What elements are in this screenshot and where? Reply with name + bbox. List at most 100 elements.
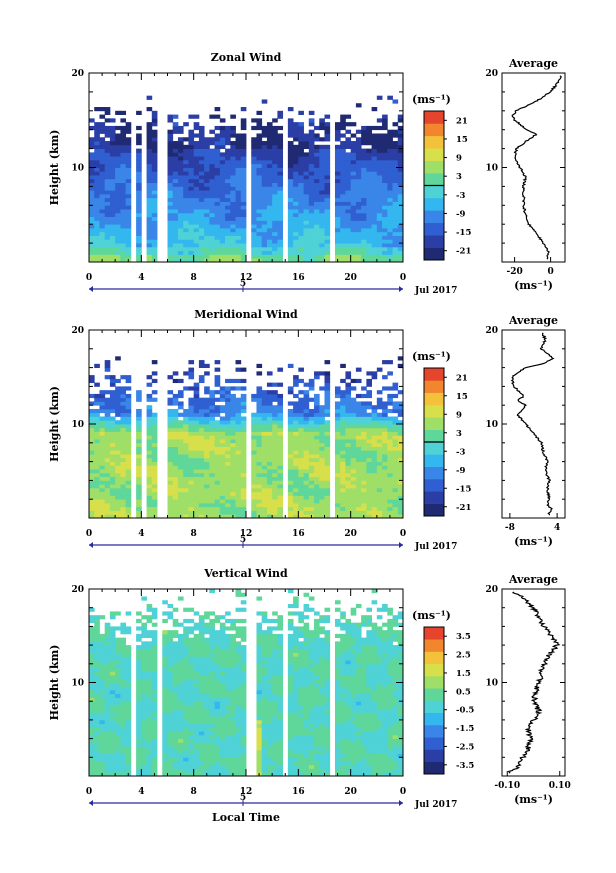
colorbar-swatch — [424, 688, 444, 701]
colorbar-tick-label: -21 — [456, 503, 471, 513]
y-tick-label: 20 — [71, 326, 84, 336]
average-x-tick: 0 — [547, 267, 553, 277]
colorbar-tick-label: -3 — [456, 447, 466, 457]
x-tick-label: 20 — [344, 273, 357, 283]
colorbar-swatch — [424, 491, 444, 504]
heatmap-cells — [89, 356, 403, 518]
colorbar-tick-label: 3 — [456, 172, 462, 182]
y-axis-label: Height (km) — [48, 386, 61, 462]
main-axes-2: Vertical Wind Height (km) 10 20 0 4 8 12 16 20 0 5 J… — [48, 567, 457, 824]
y-tick-label: 10 — [71, 420, 84, 430]
colorbar-tick-label: -15 — [456, 228, 471, 238]
colorbar-swatch — [424, 111, 444, 124]
chart-title: Meridional Wind — [194, 308, 298, 321]
average-unit: (ms⁻¹) — [514, 279, 553, 292]
average-unit: (ms⁻¹) — [514, 793, 553, 806]
main-axes-0: Zonal Wind Height (km) 10 20 0 4 8 12 16 20 0 5 Jul … — [48, 51, 457, 296]
x-tick-label: 16 — [292, 273, 305, 283]
colorbar-swatch — [424, 651, 444, 665]
colorbar-tick-label: -9 — [456, 466, 466, 476]
colorbar-swatch — [424, 235, 444, 248]
colorbar-swatch — [424, 173, 444, 186]
average-y-tick: 10 — [485, 164, 498, 174]
colorbar-swatch — [424, 405, 444, 418]
x-tick-label: 12 — [240, 787, 253, 797]
colorbar-swatch — [424, 737, 444, 750]
average-unit: (ms⁻¹) — [514, 535, 553, 548]
colorbar-tick-label: -0.5 — [456, 706, 474, 716]
main-axes-1: Meridional Wind Height (km) 10 20 0 4 8 12 16 20 0… — [48, 308, 457, 552]
average-x-tick: -8 — [505, 523, 515, 533]
average-y-tick: 20 — [485, 326, 498, 336]
x-tick-label: 0 — [86, 787, 92, 797]
colorbar-1: (ms⁻¹) 21 15 9 3 -3 -9 -15 -21 — [412, 350, 471, 517]
x-tick-label: 16 — [292, 787, 305, 797]
colorbar-swatch — [424, 676, 444, 689]
average-x-tick: -20 — [506, 267, 522, 277]
x-tick-label: 20 — [344, 787, 357, 797]
colorbar-swatch — [424, 639, 444, 652]
colorbar-tick-label: 21 — [456, 373, 468, 383]
heatmap-cells — [89, 95, 403, 262]
average-title: Average — [508, 314, 558, 327]
average-y-tick: 20 — [485, 69, 498, 79]
day-marker-label: 5 — [240, 535, 246, 545]
x-tick-label: 4 — [138, 787, 144, 797]
colorbar-swatch — [424, 247, 444, 261]
colorbar-swatch — [424, 466, 444, 480]
x-axis-label: Local Time — [212, 811, 280, 824]
colorbar-tick-label: 21 — [456, 116, 468, 126]
date-label: Jul 2017 — [414, 286, 457, 296]
colorbar-unit: (ms⁻¹) — [412, 93, 451, 106]
colorbar-swatch — [424, 479, 444, 492]
average-panel-0: Average 10 20 -20 0 (ms⁻¹) — [485, 57, 566, 292]
colorbar-swatch — [424, 210, 444, 224]
x-tick-label: 8 — [191, 273, 197, 283]
colorbar-2: (ms⁻¹) 3.5 2.5 1.5 0.5 -0.5 -1.5 -2.5 -3.5 — [412, 609, 474, 775]
colorbar-swatch — [424, 429, 444, 443]
colorbar-unit: (ms⁻¹) — [412, 350, 451, 363]
colorbar-tick-label: -9 — [456, 209, 466, 219]
colorbar-swatch — [424, 368, 444, 381]
colorbar-0: (ms⁻¹) 21 15 9 3 -3 -9 -15 -21 — [412, 93, 471, 261]
y-tick-label: 20 — [71, 585, 84, 595]
x-tick-label: 20 — [344, 529, 357, 539]
y-axis-label: Height (km) — [48, 130, 61, 206]
colorbar-tick-label: 2.5 — [456, 651, 471, 661]
colorbar-tick-label: -2.5 — [456, 742, 474, 752]
colorbar-swatch — [424, 627, 444, 640]
x-tick-label: 12 — [240, 273, 253, 283]
colorbar-swatch — [424, 712, 444, 726]
average-y-tick: 10 — [485, 420, 498, 430]
average-profile-line — [507, 591, 561, 774]
colorbar-swatch — [424, 185, 444, 199]
average-profile-line — [510, 332, 555, 516]
x-tick-label: 4 — [138, 273, 144, 283]
colorbar-tick-label: -3.5 — [456, 761, 474, 771]
colorbar-swatch — [424, 503, 444, 517]
colorbar-swatch — [424, 222, 444, 236]
chart-title: Vertical Wind — [203, 567, 288, 580]
y-tick-label: 10 — [71, 679, 84, 689]
colorbar-tick-label: -3 — [456, 191, 466, 201]
colorbar-swatch — [424, 135, 444, 149]
colorbar-tick-label: 0.5 — [456, 687, 471, 697]
colorbar-tick-label: 9 — [456, 154, 462, 164]
average-panel-1: Average 10 20 -8 4(ms⁻¹) — [485, 314, 566, 548]
colorbar-tick-label: 3.5 — [456, 632, 471, 642]
colorbar-tick-label: -15 — [456, 484, 471, 494]
average-title: Average — [508, 573, 558, 586]
day-marker-label: 5 — [240, 793, 246, 803]
colorbar-swatch — [424, 392, 444, 406]
colorbar-tick-label: 15 — [456, 392, 468, 402]
colorbar-tick-label: -1.5 — [456, 724, 474, 734]
y-axis-label: Height (km) — [48, 645, 61, 721]
colorbar-swatch — [424, 761, 444, 775]
colorbar-swatch — [424, 454, 444, 467]
chart-title: Zonal Wind — [211, 51, 282, 64]
average-title: Average — [508, 57, 558, 70]
x-tick-label: 4 — [138, 529, 144, 539]
colorbar-tick-label: 1.5 — [456, 669, 471, 679]
colorbar-swatch — [424, 725, 444, 738]
